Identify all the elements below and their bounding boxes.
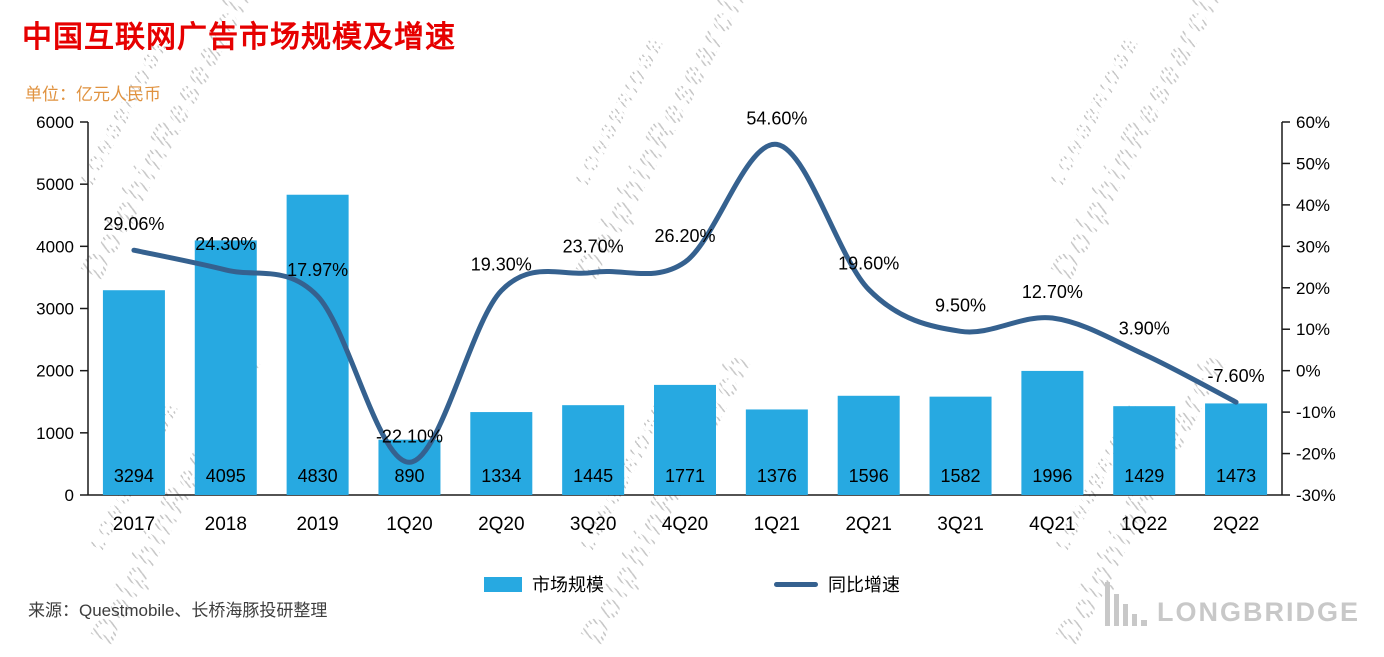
source-note: 来源：Questmobile、长桥海豚投研整理 [28, 601, 328, 620]
growth-label: 9.50% [935, 295, 986, 315]
line-series-swatch [774, 581, 818, 587]
bar [562, 405, 625, 495]
bar [470, 412, 533, 495]
bar-value-label: 890 [394, 466, 424, 486]
bar [286, 194, 349, 496]
bar-value-labels: 3294 4095 4830 890 1334 1445 1771 1376 1596 1582 1… [114, 466, 1256, 486]
growth-label: 19.60% [838, 253, 899, 273]
bar [1021, 370, 1084, 495]
legend-label-market-size: 市场规模 [532, 575, 604, 595]
bar [929, 396, 992, 495]
right-axis-tick-label: 30% [1296, 237, 1330, 256]
longbridge-logo-icon [1104, 582, 1147, 626]
bar [745, 409, 808, 495]
bar-value-label: 4095 [206, 466, 246, 486]
growth-label: 19.30% [471, 255, 532, 275]
growth-label: 23.70% [563, 236, 624, 256]
x-axis-labels: 2017 2018 2019 1Q20 2Q20 3Q20 4Q20 1Q21 2Q21 3Q21… [113, 514, 1260, 535]
bar-value-label: 1429 [1124, 466, 1164, 486]
bar-series-swatch [484, 576, 522, 592]
right-axis-tick-label: -30% [1296, 486, 1336, 505]
growth-line [131, 141, 1239, 465]
left-axis-tick-label: 2000 [36, 362, 74, 381]
x-axis-label: 4Q20 [662, 514, 708, 535]
unit-label: 单位：亿元人民币 [25, 85, 161, 104]
bar-value-label: 1582 [941, 466, 981, 486]
left-axis-tick-label: 4000 [36, 237, 74, 256]
bar-value-label: 1445 [573, 466, 613, 486]
left-axis-tick-label: 1000 [36, 424, 74, 443]
longbridge-logo-text: LONGBRIDGE [1156, 597, 1360, 627]
left-axis-tick-label: 5000 [36, 175, 74, 194]
x-axis-label: 3Q21 [937, 514, 983, 535]
right-axis-tick-label: -20% [1296, 445, 1336, 464]
left-axis-tick-label: 0 [65, 486, 74, 505]
bar-series [102, 194, 1268, 496]
legend-item-market-size: 市场规模 [484, 571, 604, 597]
right-axis-tick-label: 60% [1296, 113, 1330, 132]
right-axis-ticks: -30% -20% -10% 0% 10% 20% 30% 40% 50% 60% [1282, 113, 1336, 505]
x-axis-label: 1Q20 [386, 514, 432, 535]
bar [194, 240, 257, 495]
x-axis-label: 1Q21 [754, 514, 800, 535]
right-axis-tick-label: 0% [1296, 362, 1321, 381]
growth-label: 54.60% [746, 108, 807, 128]
growth-label: 3.90% [1119, 319, 1170, 339]
growth-label: 12.70% [1022, 282, 1083, 302]
right-axis-tick-label: -10% [1296, 403, 1336, 422]
growth-label: -7.60% [1208, 366, 1265, 386]
right-axis-tick-label: 50% [1296, 154, 1330, 173]
right-axis-tick-label: 10% [1296, 320, 1330, 339]
bar-value-label: 1996 [1032, 466, 1072, 486]
bar [102, 290, 165, 495]
growth-label: 26.20% [654, 226, 715, 246]
combo-chart: 0 1000 2000 3000 4000 5000 6000 -30% -20% -10% 0% 1… [36, 108, 1336, 535]
growth-labels: 29.06% 24.30% 17.97% -22.10% 19.30% 23.70% 26.… [103, 108, 1264, 446]
bar-value-label: 1334 [481, 466, 521, 486]
longbridge-logo: LONGBRIDGE [1104, 580, 1360, 627]
bar [1113, 406, 1176, 495]
growth-label: -22.10% [376, 426, 443, 446]
right-axis-tick-label: 20% [1296, 279, 1330, 298]
x-axis-label: 2Q20 [478, 514, 524, 535]
bar-value-label: 4830 [298, 466, 338, 486]
bar [1205, 403, 1268, 495]
growth-label: 24.30% [195, 234, 256, 254]
bar-value-label: 1473 [1216, 466, 1256, 486]
x-axis-label: 2018 [205, 514, 247, 535]
left-axis-tick-label: 3000 [36, 300, 74, 319]
bar-value-label: 1771 [665, 466, 705, 486]
growth-label: 29.06% [103, 214, 164, 234]
x-axis-label: 3Q20 [570, 514, 616, 535]
bar-value-label: 3294 [114, 466, 154, 486]
x-axis-label: 2019 [296, 514, 338, 535]
left-axis-tick-label: 6000 [36, 113, 74, 132]
x-axis-label: 2Q21 [845, 514, 891, 535]
bar [654, 384, 716, 495]
bar [837, 395, 900, 495]
page-title: 中国互联网广告市场规模及增速 [22, 21, 456, 54]
bar-value-label: 1376 [757, 466, 797, 486]
x-axis-label: 2017 [113, 514, 155, 535]
legend-label-growth: 同比增速 [828, 575, 900, 595]
legend-item-growth: 同比增速 [774, 571, 900, 597]
growth-label: 17.97% [287, 260, 348, 280]
x-axis-label: 4Q21 [1029, 514, 1075, 535]
right-axis-tick-label: 40% [1296, 196, 1330, 215]
x-axis-label: 1Q22 [1121, 514, 1167, 535]
bar-value-label: 1596 [849, 466, 889, 486]
x-axis-label: 2Q22 [1213, 514, 1259, 535]
legend: 市场规模 同比增速 [0, 571, 1384, 597]
left-axis-ticks: 0 1000 2000 3000 4000 5000 6000 [36, 113, 88, 505]
